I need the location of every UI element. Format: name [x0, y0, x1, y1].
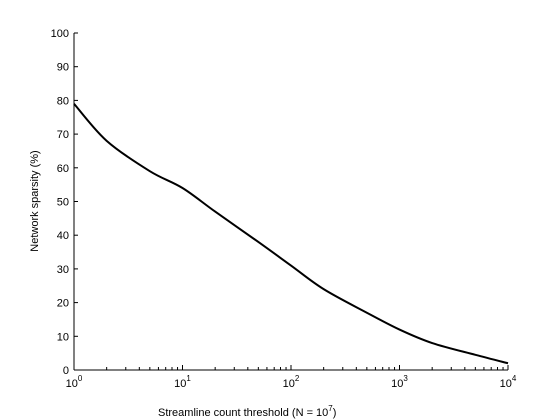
- y-axis-label: Network sparsity (%): [29, 150, 41, 251]
- x-tick-exponent: 2: [295, 374, 300, 383]
- y-tick-label: 70: [57, 129, 69, 141]
- y-tick-label: 100: [51, 28, 69, 40]
- y-tick-label: 20: [57, 298, 69, 310]
- y-tick-label: 40: [57, 230, 69, 242]
- y-tick-label: 90: [57, 62, 69, 74]
- x-tick-exponent: 1: [186, 374, 191, 383]
- y-tick-label: 30: [57, 264, 69, 276]
- y-tick-label: 60: [57, 163, 69, 175]
- y-tick-label: 50: [57, 197, 69, 209]
- x-axis-label-exponent: 7: [328, 404, 333, 413]
- y-tick-label: 80: [57, 95, 69, 107]
- x-tick-base: 10: [283, 378, 295, 390]
- x-axis-label-main: Streamline count threshold (N = 10: [158, 407, 328, 419]
- plot-area: [73, 103, 509, 365]
- x-axis-label-suffix: ): [333, 407, 337, 419]
- x-tick-label: 102: [283, 374, 300, 390]
- x-tick-label: 101: [174, 374, 191, 390]
- x-tick-exponent: 4: [512, 374, 517, 383]
- x-tick-exponent: 0: [78, 374, 83, 383]
- x-tick-label: 104: [500, 374, 517, 390]
- x-tick-base: 10: [174, 378, 186, 390]
- x-tick-label: 103: [391, 374, 408, 390]
- x-tick-base: 10: [66, 378, 78, 390]
- x-tick-label: 100: [66, 374, 83, 390]
- x-axis-label: Streamline count threshold (N = 107): [158, 404, 336, 419]
- x-tick-base: 10: [391, 378, 403, 390]
- x-tick-base: 10: [500, 378, 512, 390]
- y-tick-label: 0: [63, 365, 69, 377]
- x-tick-exponent: 3: [403, 374, 408, 383]
- y-tick-label: 10: [57, 331, 69, 343]
- series-line: [73, 103, 509, 365]
